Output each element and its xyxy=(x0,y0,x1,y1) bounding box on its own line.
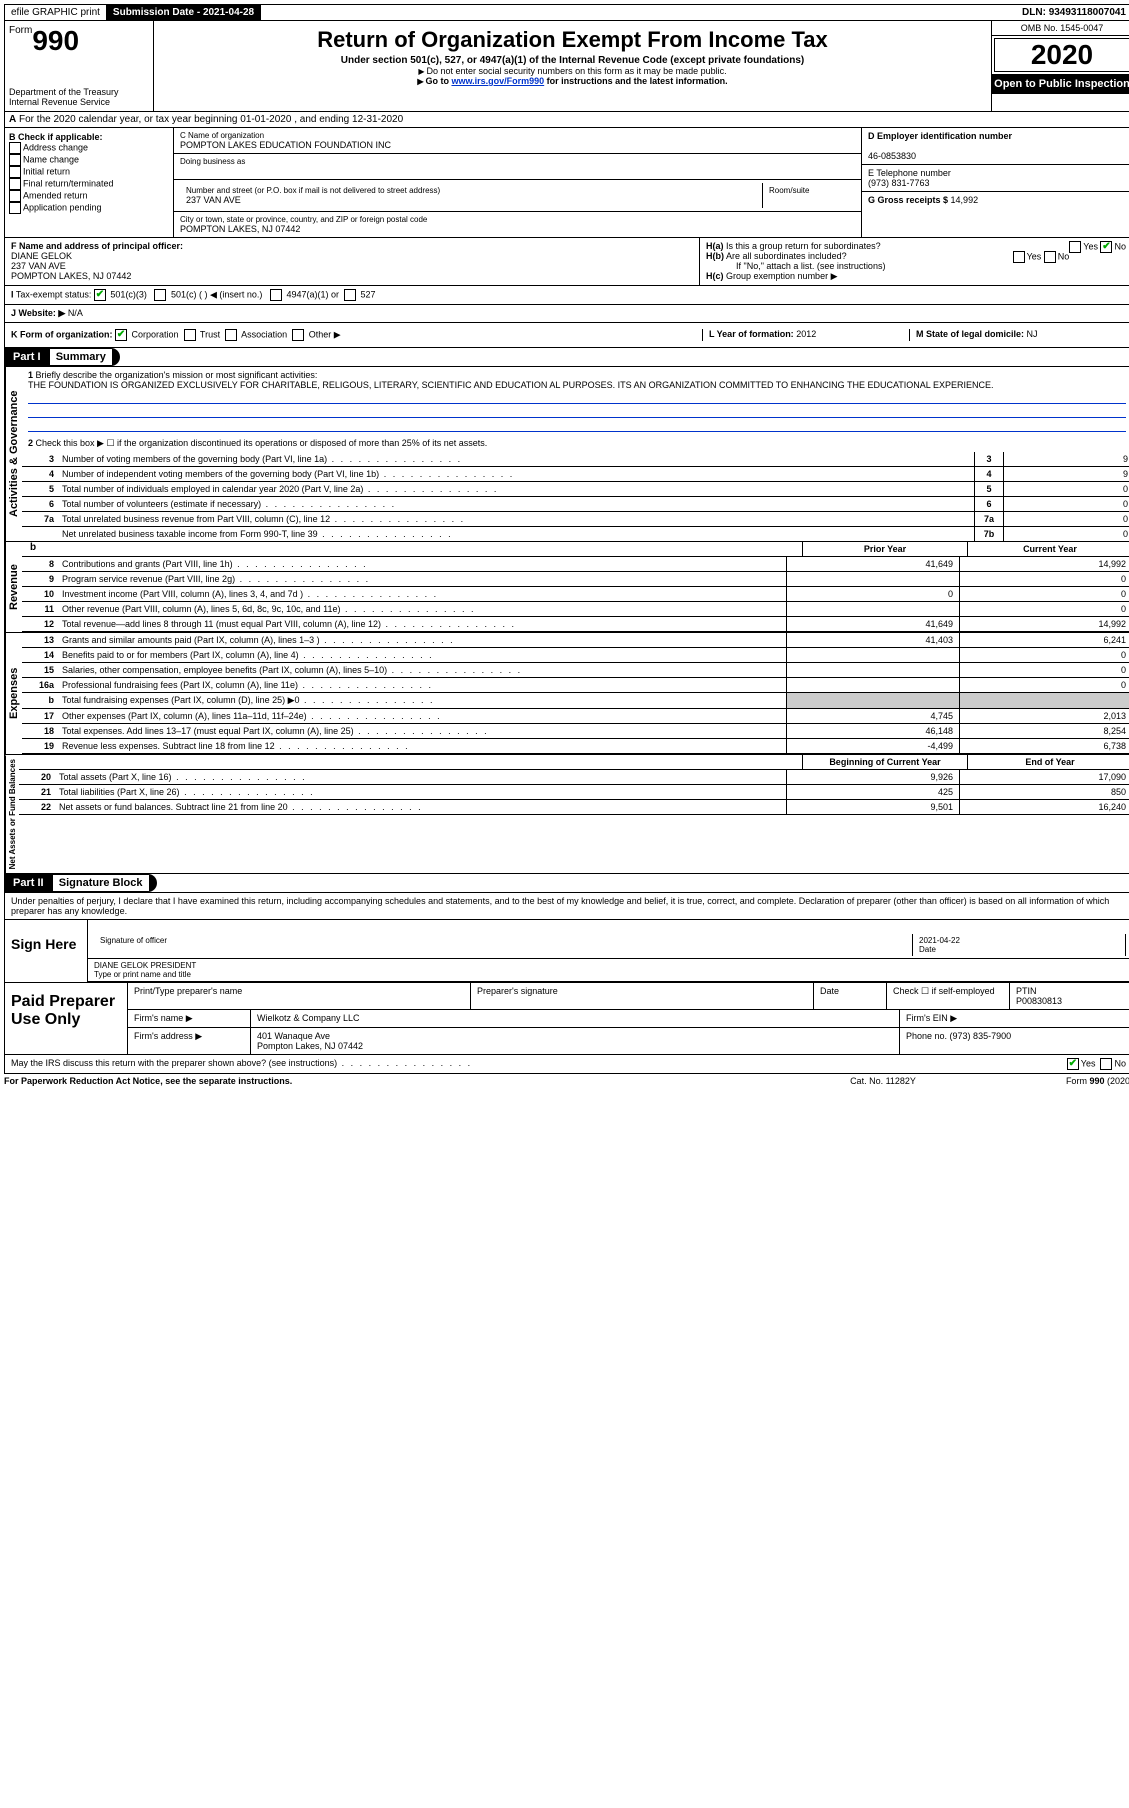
form-header: Form990 Department of the Treasury Inter… xyxy=(4,21,1129,112)
summary-line: 5Total number of individuals employed in… xyxy=(22,482,1129,497)
gross-receipts: 14,992 xyxy=(951,195,979,205)
firm-name: Wielkotz & Company LLC xyxy=(251,1010,900,1027)
financial-line: 20Total assets (Part X, line 16)9,92617,… xyxy=(19,770,1129,785)
cb-name-change[interactable]: Name change xyxy=(9,154,169,166)
financial-line: bTotal fundraising expenses (Part IX, co… xyxy=(22,693,1129,709)
mission-text: THE FOUNDATION IS ORGANIZED EXCLUSIVELY … xyxy=(28,380,994,390)
subtitle-1: Under section 501(c), 527, or 4947(a)(1)… xyxy=(162,55,983,66)
part-ii-tag: Part II Signature Block xyxy=(5,874,157,892)
tab-expenses: Expenses xyxy=(5,633,22,754)
cb-amended[interactable]: Amended return xyxy=(9,190,169,202)
financial-line: 8Contributions and grants (Part VIII, li… xyxy=(22,557,1129,572)
subtitle-2: Do not enter social security numbers on … xyxy=(162,66,983,76)
financial-line: 13Grants and similar amounts paid (Part … xyxy=(22,633,1129,648)
perjury-declaration: Under penalties of perjury, I declare th… xyxy=(5,893,1129,919)
cb-final-return[interactable]: Final return/terminated xyxy=(9,178,169,190)
summary-line: 3Number of voting members of the governi… xyxy=(22,452,1129,467)
summary-line: 7aTotal unrelated business revenue from … xyxy=(22,512,1129,527)
ptin: P00830813 xyxy=(1016,996,1062,1006)
financial-line: 9Program service revenue (Part VIII, lin… xyxy=(22,572,1129,587)
summary-line: Net unrelated business taxable income fr… xyxy=(22,527,1129,541)
website: N/A xyxy=(68,308,83,318)
part-i: Part I Summary Activities & Governance 1… xyxy=(4,348,1129,874)
financial-line: 21Total liabilities (Part X, line 26)425… xyxy=(19,785,1129,800)
financial-line: 22Net assets or fund balances. Subtract … xyxy=(19,800,1129,815)
beginning-year-header: Beginning of Current Year xyxy=(802,755,967,769)
firm-phone: (973) 835-7900 xyxy=(950,1031,1012,1041)
part-i-tag: Part I Summary xyxy=(5,348,120,366)
cb-app-pending[interactable]: Application pending xyxy=(9,202,169,214)
irs-link[interactable]: www.irs.gov/Form990 xyxy=(451,76,544,86)
subtitle-3: Go to www.irs.gov/Form990 for instructio… xyxy=(162,76,983,86)
open-inspection: Open to Public Inspection xyxy=(992,74,1129,94)
form-number: Form990 xyxy=(9,25,149,57)
omb-number: OMB No. 1545-0047 xyxy=(992,21,1129,36)
section-f-h: F Name and address of principal officer:… xyxy=(4,238,1129,286)
financial-line: 19Revenue less expenses. Subtract line 1… xyxy=(22,739,1129,754)
section-i: I Tax-exempt status: ✔ 501(c)(3) 501(c) … xyxy=(4,286,1129,305)
top-bar: efile GRAPHIC print Submission Date - 20… xyxy=(4,4,1129,21)
sign-here-label: Sign Here xyxy=(5,920,88,982)
sign-date: 2021-04-22 xyxy=(919,936,960,945)
summary-line: 4Number of independent voting members of… xyxy=(22,467,1129,482)
ein: 46-0853830 xyxy=(868,151,916,161)
discuss-row: May the IRS discuss this return with the… xyxy=(4,1055,1129,1074)
entity-block: B Check if applicable: Address change Na… xyxy=(4,128,1129,238)
cb-corporation[interactable]: ✔ xyxy=(115,329,127,341)
prior-year-header: Prior Year xyxy=(802,542,967,556)
form-title: Return of Organization Exempt From Incom… xyxy=(162,27,983,53)
tab-net-assets: Net Assets or Fund Balances xyxy=(5,755,19,873)
section-a: A For the 2020 calendar year, or tax yea… xyxy=(4,112,1129,128)
section-d-e-g: D Employer identification number 46-0853… xyxy=(861,128,1129,237)
summary-line: 6Total number of volunteers (estimate if… xyxy=(22,497,1129,512)
financial-line: 10Investment income (Part VIII, column (… xyxy=(22,587,1129,602)
current-year-header: Current Year xyxy=(967,542,1129,556)
submission-date: Submission Date - 2021-04-28 xyxy=(107,5,261,20)
section-j: J Website: ▶ N/A xyxy=(4,305,1129,323)
section-k-l-m: K Form of organization: ✔ Corporation Tr… xyxy=(4,323,1129,348)
financial-line: 14Benefits paid to or for members (Part … xyxy=(22,648,1129,663)
cb-discuss-yes[interactable]: ✔ xyxy=(1067,1058,1079,1070)
cat-no: Cat. No. 11282Y xyxy=(783,1076,983,1086)
org-name: POMPTON LAKES EDUCATION FOUNDATION INC xyxy=(180,140,855,150)
paid-preparer-label: Paid Preparer Use Only xyxy=(5,983,128,1054)
end-year-header: End of Year xyxy=(967,755,1129,769)
room-suite-label: Room/suite xyxy=(763,183,855,208)
tab-revenue: Revenue xyxy=(5,542,22,632)
cb-initial-return[interactable]: Initial return xyxy=(9,166,169,178)
org-city: POMPTON LAKES, NJ 07442 xyxy=(180,224,855,234)
page-footer: For Paperwork Reduction Act Notice, see … xyxy=(4,1074,1129,1088)
financial-line: 18Total expenses. Add lines 13–17 (must … xyxy=(22,724,1129,739)
section-b: B Check if applicable: Address change Na… xyxy=(5,128,174,237)
financial-line: 17Other expenses (Part IX, column (A), l… xyxy=(22,709,1129,724)
org-street: 237 VAN AVE xyxy=(186,195,756,205)
form-foot: Form 990 (2020) xyxy=(983,1076,1129,1086)
officer-name: DIANE GELOK xyxy=(11,251,72,261)
efile-label[interactable]: efile GRAPHIC print xyxy=(5,5,107,20)
financial-line: 11Other revenue (Part VIII, column (A), … xyxy=(22,602,1129,617)
cb-501c3[interactable]: ✔ xyxy=(94,289,106,301)
officer-name-title: DIANE GELOK PRESIDENT xyxy=(94,961,1126,970)
dln: DLN: 93493118007041 xyxy=(1016,5,1129,20)
tab-activities-governance: Activities & Governance xyxy=(5,367,22,541)
financial-line: 12Total revenue—add lines 8 through 11 (… xyxy=(22,617,1129,632)
year-formation: 2012 xyxy=(796,329,816,339)
part-ii: Part II Signature Block Under penalties … xyxy=(4,874,1129,1055)
state-domicile: NJ xyxy=(1027,329,1038,339)
cb-address-change[interactable]: Address change xyxy=(9,142,169,154)
dept-label: Department of the Treasury Internal Reve… xyxy=(9,87,149,107)
tax-year: 2020 xyxy=(994,38,1129,72)
financial-line: 15Salaries, other compensation, employee… xyxy=(22,663,1129,678)
telephone: (973) 831-7763 xyxy=(868,178,930,188)
financial-line: 16aProfessional fundraising fees (Part I… xyxy=(22,678,1129,693)
section-c: C Name of organization POMPTON LAKES EDU… xyxy=(174,128,861,237)
